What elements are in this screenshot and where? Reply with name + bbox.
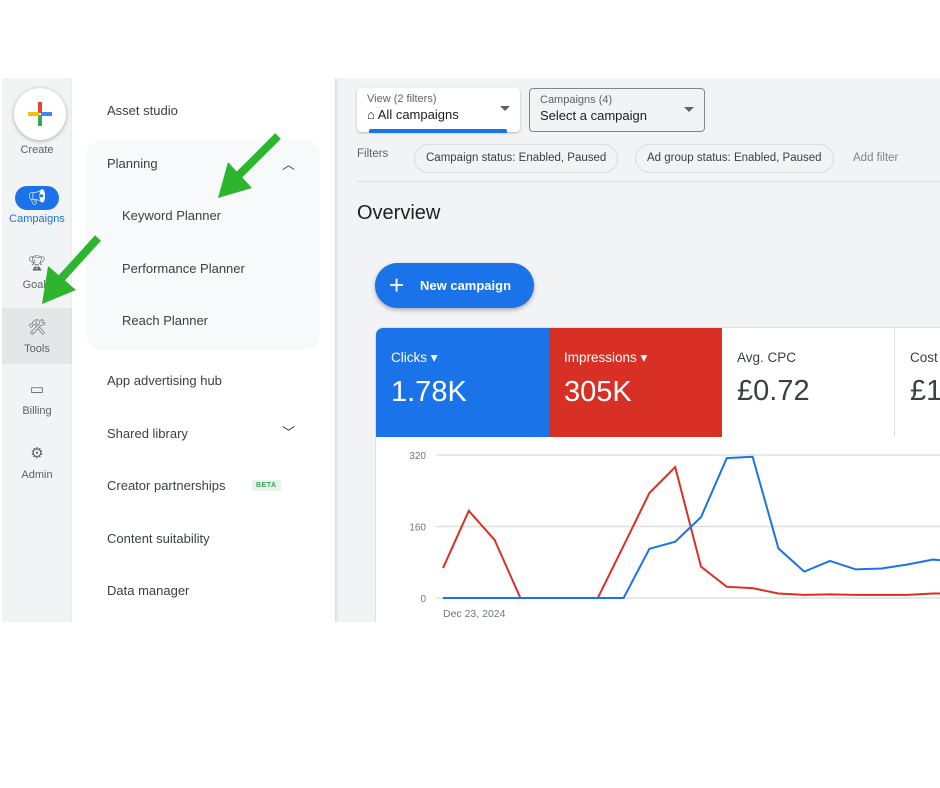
rail-item-goals[interactable]: 🏆︎ Goals xyxy=(2,252,72,291)
view-underline xyxy=(369,129,507,133)
nav-creator-partnerships[interactable]: Creator partnerships xyxy=(107,478,226,493)
rail-label: Billing xyxy=(22,405,52,417)
dropdown-caret-icon xyxy=(684,107,694,112)
view-selector[interactable]: View (2 filters) ⌂ All campaigns xyxy=(357,88,520,133)
nav-data-manager[interactable]: Data manager xyxy=(107,583,190,598)
create-button[interactable] xyxy=(14,88,66,140)
google-ads-screenshot: Create 📢︎ Campaigns 🏆︎ Goals 🛠︎ Tools ▭ … xyxy=(2,78,940,622)
metric-value: £1. xyxy=(910,375,940,407)
y-tick-label: 320 xyxy=(409,451,426,462)
tools-icon: 🛠︎ xyxy=(27,319,47,336)
y-tick-label: 160 xyxy=(409,523,426,534)
metric-value: 305K xyxy=(564,376,632,408)
new-campaign-label: New campaign xyxy=(420,278,512,293)
dropdown-caret-icon xyxy=(500,106,510,111)
page-title: Overview xyxy=(357,202,441,224)
metric-cost[interactable]: Cost £1. xyxy=(895,328,940,437)
rail-item-billing[interactable]: ▭ Billing xyxy=(2,378,72,417)
metric-label: Avg. CPC xyxy=(737,350,797,365)
beta-badge: BETA xyxy=(252,480,281,491)
main-content: View (2 filters) ⌂ All campaigns Campaig… xyxy=(335,78,940,622)
view-label: View (2 filters) xyxy=(367,93,437,105)
rail-label: Tools xyxy=(24,343,50,355)
performance-chart: 0 160 320 Dec 23, 2024 xyxy=(409,451,940,620)
chevron-down-icon[interactable]: ﹀ xyxy=(282,425,296,440)
campaigns-value: Select a campaign xyxy=(540,108,647,123)
plus-icon: + xyxy=(389,270,405,300)
y-tick-label: 0 xyxy=(420,594,426,605)
filter-chip-ad-group-status[interactable]: Ad group status: Enabled, Paused xyxy=(635,144,834,173)
create-label: Create xyxy=(20,144,54,156)
gear-icon: ⚙ xyxy=(30,445,44,462)
nav-planning[interactable]: Planning xyxy=(107,156,158,171)
nav-shared-library[interactable]: Shared library xyxy=(107,426,188,441)
filter-chip-campaign-status[interactable]: Campaign status: Enabled, Paused xyxy=(414,144,619,173)
view-value: All campaigns xyxy=(377,107,459,122)
nav-app-advertising-hub[interactable]: App advertising hub xyxy=(107,373,222,388)
plus-icon xyxy=(28,102,52,126)
campaigns-label: Campaigns (4) xyxy=(540,94,613,106)
campaign-selector[interactable]: Campaigns (4) Select a campaign xyxy=(529,88,705,132)
nav-keyword-planner[interactable]: Keyword Planner xyxy=(122,208,221,223)
rail-label: Admin xyxy=(21,469,53,481)
metric-avg-cpc[interactable]: Avg. CPC £0.72 xyxy=(722,328,895,437)
metric-impressions[interactable]: Impressions ▾ 305K xyxy=(549,328,722,437)
nav-content-suitability[interactable]: Content suitability xyxy=(107,531,210,546)
metric-label: Impressions xyxy=(564,350,637,365)
x-tick-label: Dec 23, 2024 xyxy=(443,608,506,620)
megaphone-icon: 📢︎ xyxy=(15,186,59,210)
tools-menu: Asset studio Planning ︿ Keyword Planner … xyxy=(72,78,335,622)
chevron-up-icon[interactable]: ︿ xyxy=(282,157,296,172)
arrow-icon xyxy=(42,235,101,304)
planning-group xyxy=(86,140,320,350)
metric-label: Clicks xyxy=(391,350,427,365)
nav-performance-planner[interactable]: Performance Planner xyxy=(122,261,245,276)
metric-value: £0.72 xyxy=(737,375,810,407)
rail-item-admin[interactable]: ⚙ Admin xyxy=(2,442,72,481)
add-filter-link[interactable]: Add filter xyxy=(853,152,899,164)
divider xyxy=(357,181,940,182)
rail-label: Campaigns xyxy=(9,213,65,225)
trophy-icon: 🏆︎ xyxy=(27,255,47,272)
metric-clicks[interactable]: Clicks ▾ 1.78K xyxy=(376,328,549,437)
new-campaign-button[interactable]: + New campaign xyxy=(375,263,534,308)
home-icon: ⌂ xyxy=(367,107,375,122)
performance-card: Clicks ▾ 1.78K Impressions ▾ 305K Avg. C… xyxy=(375,327,940,622)
rail-label: Goals xyxy=(22,279,52,291)
metric-label: Cost xyxy=(910,350,938,365)
metric-value: 1.78K xyxy=(391,376,467,408)
arrow-icon xyxy=(218,133,281,198)
rail-item-tools[interactable]: 🛠︎ Tools xyxy=(2,308,72,364)
nav-reach-planner[interactable]: Reach Planner xyxy=(122,313,208,328)
left-rail: Create 📢︎ Campaigns 🏆︎ Goals 🛠︎ Tools ▭ … xyxy=(2,78,72,622)
filters-label: Filters xyxy=(357,148,389,160)
credit-card-icon: ▭ xyxy=(29,381,45,398)
nav-asset-studio[interactable]: Asset studio xyxy=(107,103,178,118)
rail-item-campaigns[interactable]: 📢︎ Campaigns xyxy=(2,186,72,225)
series-line-clicks xyxy=(443,455,940,599)
